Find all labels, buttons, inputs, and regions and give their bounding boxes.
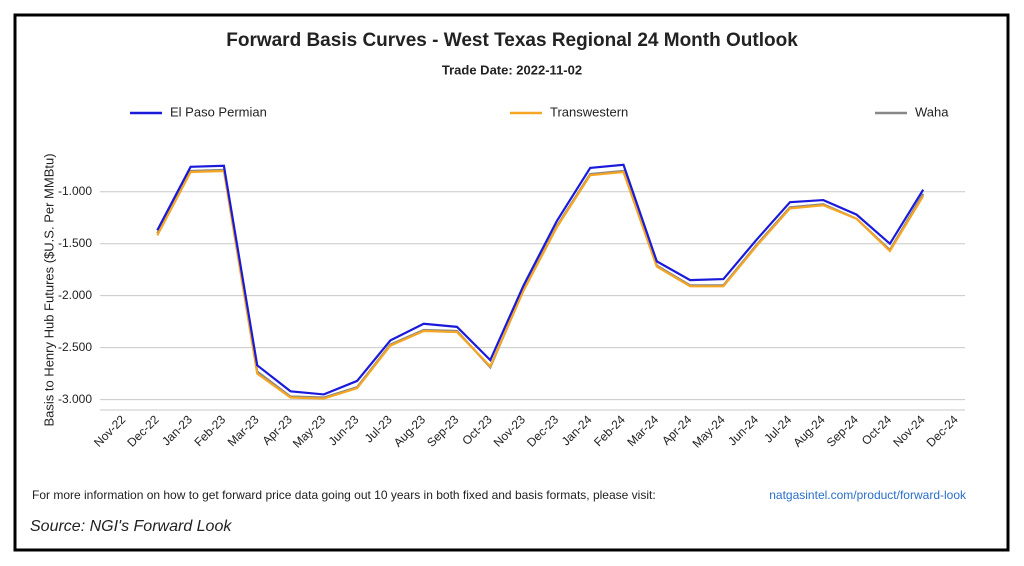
legend-label: Transwestern [550,104,628,119]
y-tick-label: -2.500 [58,340,92,354]
footer-text: For more information on how to get forwa… [32,488,656,502]
y-axis-label: Basis to Henry Hub Futures ($U.S. Per MM… [41,153,56,426]
y-tick-label: -1.000 [58,184,92,198]
legend-label: El Paso Permian [170,104,267,119]
y-tick-label: -2.000 [58,288,92,302]
series-line [156,163,925,396]
legend-label: Waha [915,104,949,119]
y-tick-label: -3.000 [58,392,92,406]
footer-link[interactable]: natgasintel.com/product/forward-look [769,488,967,502]
frame [13,13,1010,552]
series-line [156,169,925,400]
chart-title: Forward Basis Curves - West Texas Region… [226,30,798,51]
chart-subtitle: Trade Date: 2022-11-02 [442,62,582,77]
y-tick-label: -1.500 [58,236,92,250]
source: Source: NGI's Forward Look [30,518,232,535]
